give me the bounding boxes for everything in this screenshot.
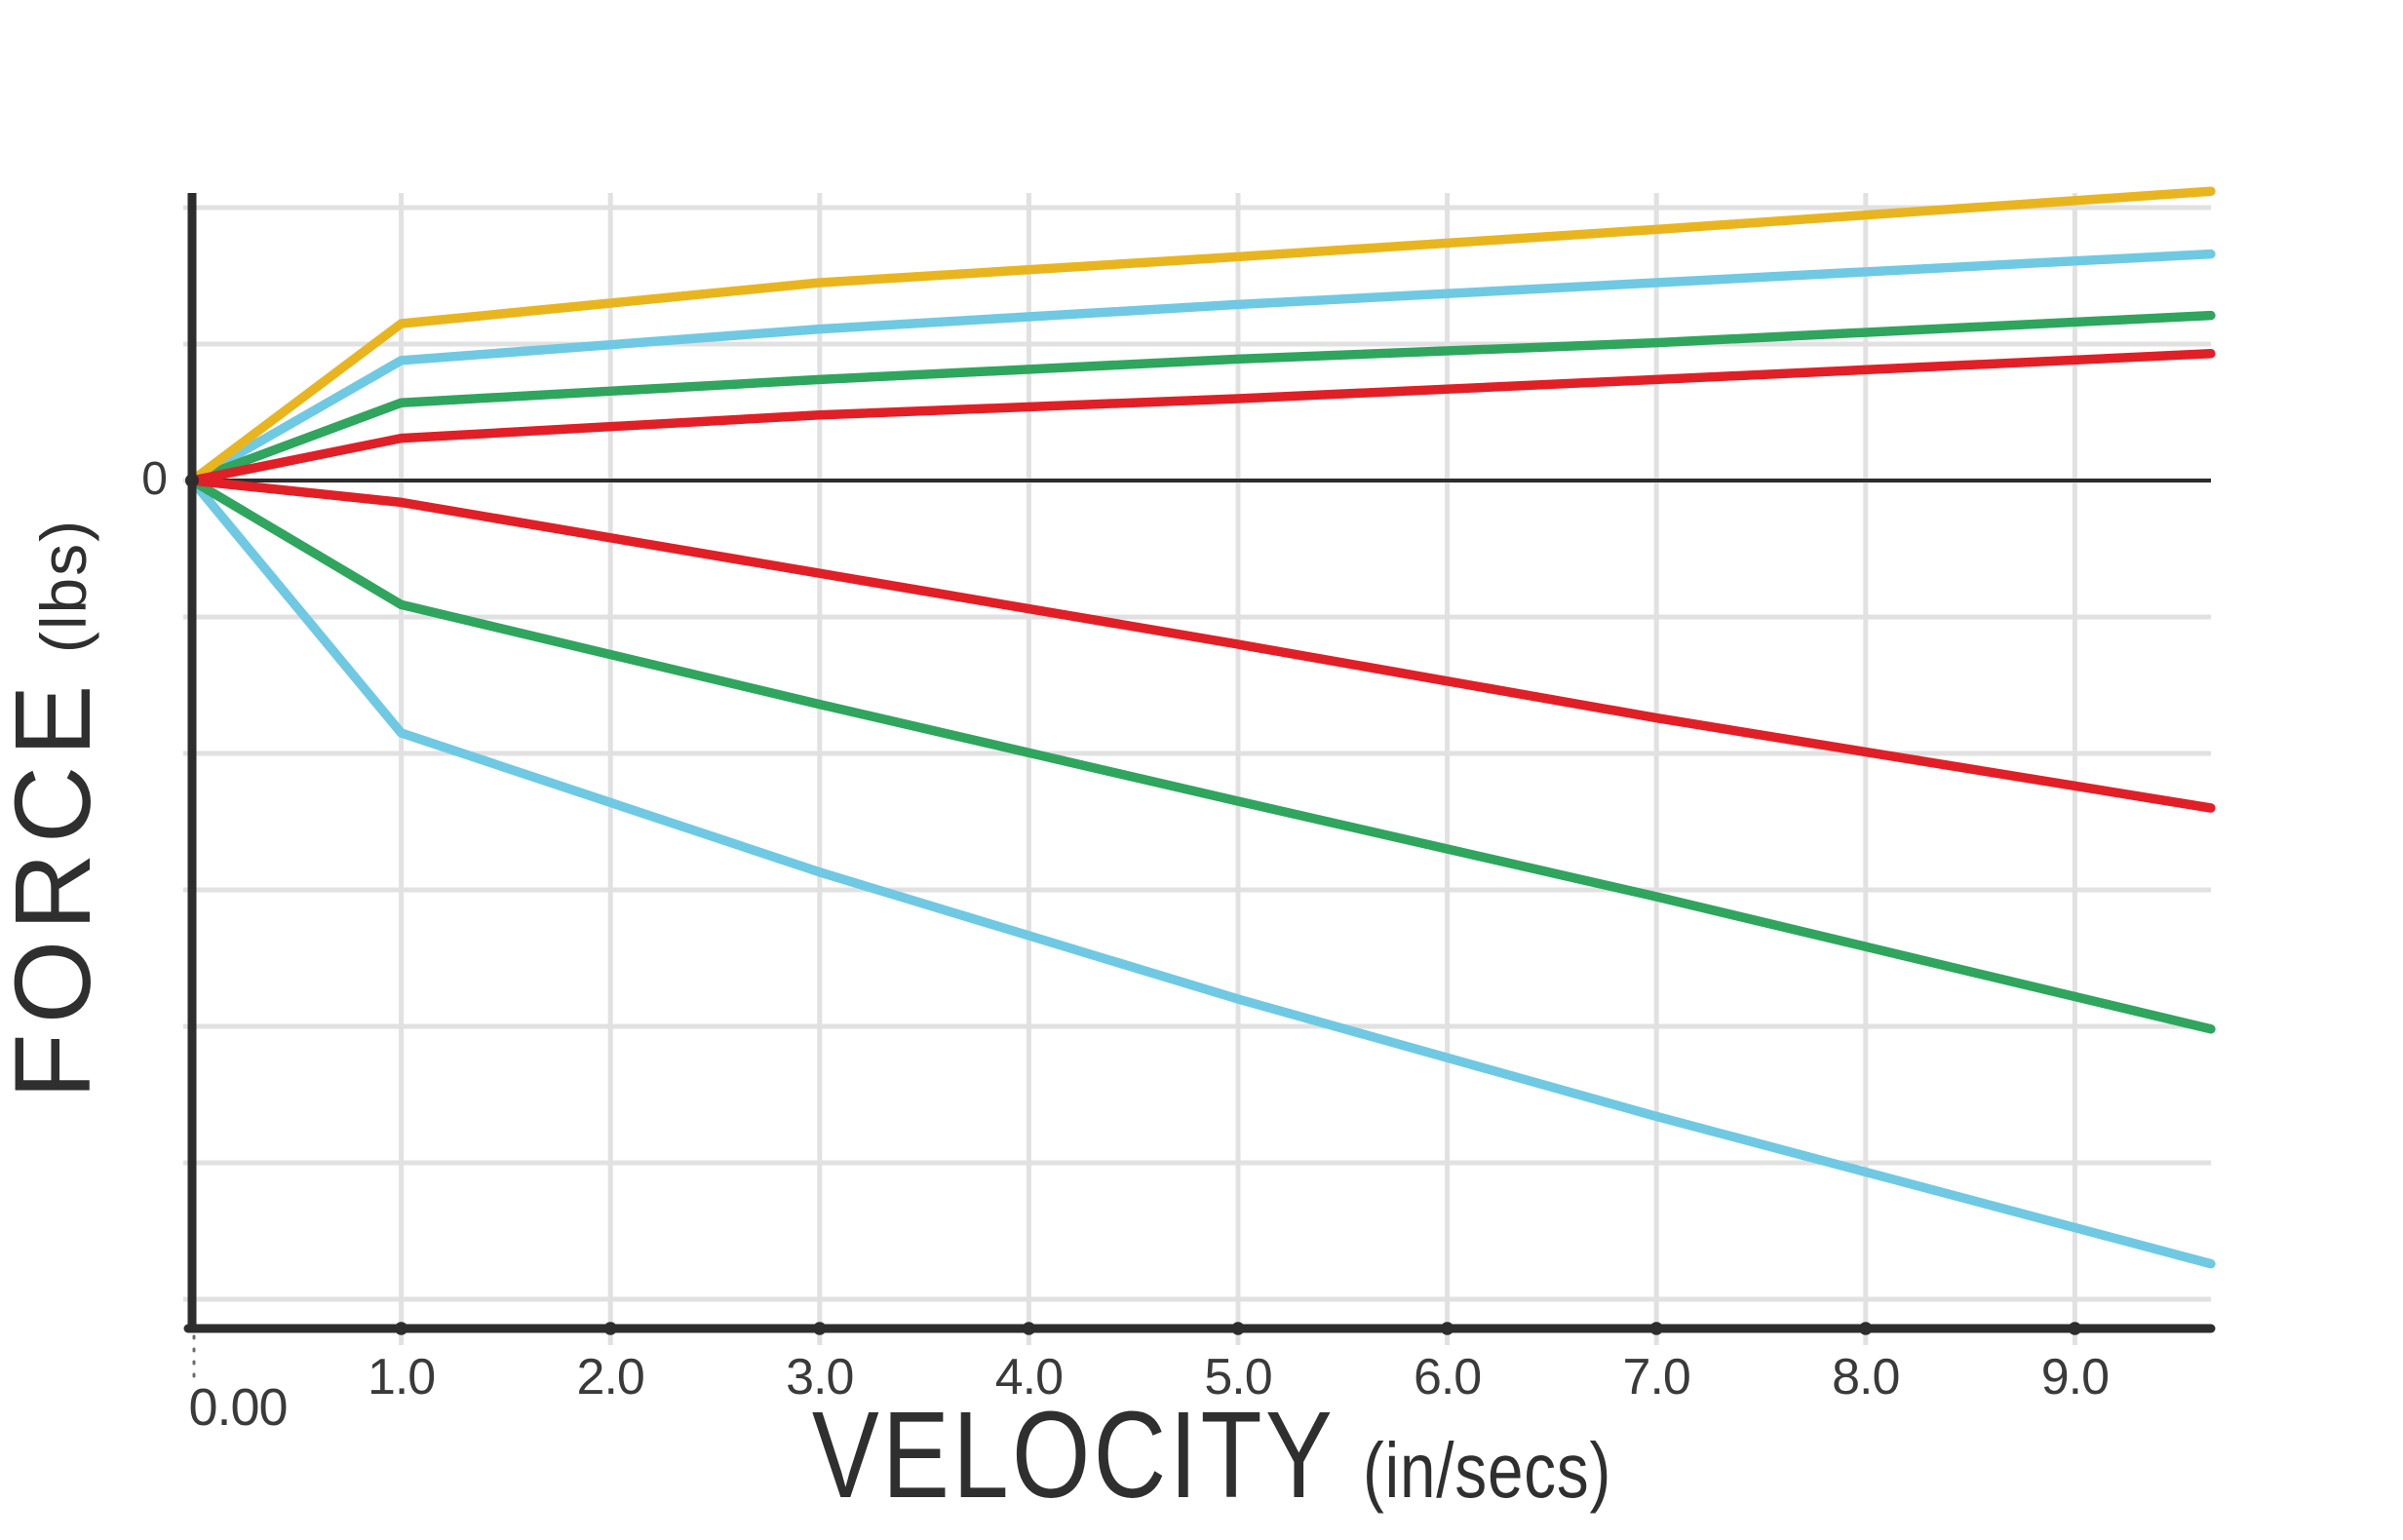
series-yellow-positive — [187, 186, 2216, 485]
y-zero-label: 0 — [141, 453, 168, 505]
series-red-negative — [187, 476, 2216, 813]
y-axis-title: FORCE — [0, 674, 113, 1099]
x-tick-dot — [813, 1322, 827, 1335]
series-cyan-negative — [187, 476, 2216, 1269]
x-tick-label: 2.0 — [577, 1349, 644, 1405]
x-tick-label: 9.0 — [2041, 1349, 2109, 1405]
x-tick-dot — [2068, 1322, 2082, 1335]
origin-dot — [185, 474, 199, 487]
x-origin-label: 0.00 — [188, 1378, 287, 1437]
x-tick-dot — [1022, 1322, 1036, 1335]
y-axis-unit: (lbs) — [27, 518, 99, 654]
x-tick-label: 7.0 — [1623, 1349, 1690, 1405]
x-tick-label: 1.0 — [368, 1349, 435, 1405]
x-axis-title-main: VELOCITY — [811, 1386, 1337, 1523]
x-tick-dot — [1440, 1322, 1454, 1335]
series-cyan-positive — [187, 249, 2216, 485]
x-tick-dot — [1859, 1322, 1873, 1335]
x-tick-label: 4.0 — [995, 1349, 1063, 1405]
series-green-negative — [187, 476, 2216, 1034]
x-tick-label: 6.0 — [1414, 1349, 1481, 1405]
x-tick-dot — [394, 1322, 408, 1335]
x-tick-label: 3.0 — [786, 1349, 853, 1405]
x-tick-dot — [1649, 1322, 1663, 1335]
x-axis-title: VELOCITY (in/secs) — [812, 1394, 1611, 1517]
series-red-positive — [187, 349, 2216, 485]
x-tick-dot — [1231, 1322, 1245, 1335]
series-green-positive — [187, 310, 2216, 485]
x-tick-label: 8.0 — [1832, 1349, 1899, 1405]
x-tick-dot — [603, 1322, 617, 1335]
x-axis-unit: (in/secs) — [1362, 1427, 1612, 1514]
x-tick-label: 5.0 — [1204, 1349, 1271, 1405]
